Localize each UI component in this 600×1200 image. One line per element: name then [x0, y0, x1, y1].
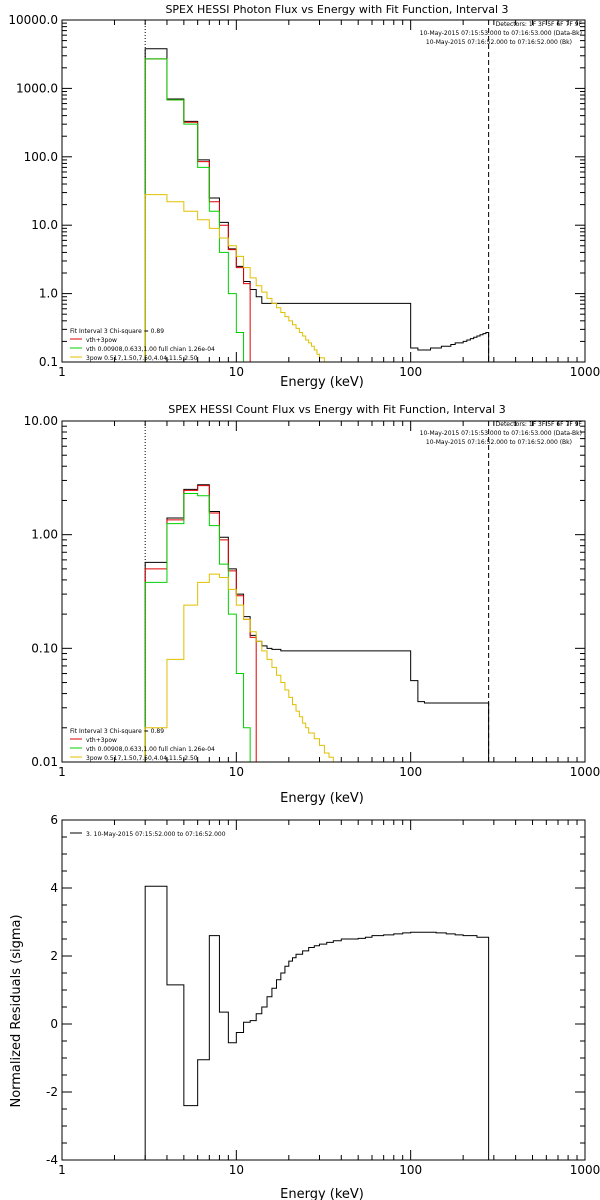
y-tick-label: -2 [46, 1085, 58, 1099]
x-tick-label: 100 [399, 1163, 422, 1177]
plot-area: 1 10 100 1000 0.1 1.0 10.0 100.0 1000.0 10000.0 [8, 13, 600, 379]
x-tick-label: 1 [58, 1163, 66, 1177]
y-tick-label: 10.0 [31, 218, 58, 232]
count-flux-panel: SPEX HESSI Count Flux vs Energy with Fit… [24, 403, 600, 806]
x-tick-label: 10 [229, 1163, 244, 1177]
x-axis-label: Energy (keV) [280, 1187, 364, 1200]
legend-item: 3. 10-May-2015 07:15:52.000 to 07:16:52.… [86, 831, 226, 838]
header-text: Detectors: 1F 3F 5F 6F 7F 9F 10-May-2015… [420, 21, 583, 46]
y-tick-label: -4 [46, 1153, 58, 1167]
series-line [144, 885, 490, 1160]
legend-item: 3pow 0.517,1.50,7.50,4.04,11.5,2.50 [86, 355, 198, 362]
y-tick-label: 1.0 [39, 287, 58, 301]
legend: Fit Interval 3 Chi-square = 0.89 vth+3po… [70, 328, 215, 362]
x-tick-label: 100 [399, 765, 422, 779]
series-line [144, 484, 490, 762]
legend-item: vth 0.00908,0.633,1.00 full chian 1.26e-… [86, 746, 215, 753]
plot-area: 1 10 100 1000 -4 -2 0 2 4 6 [46, 813, 600, 1177]
legend-item: vth+3pow [86, 737, 117, 744]
y-tick-label: 4 [50, 881, 58, 895]
legend-item: vth 0.00908,0.633,1.00 full chian 1.26e-… [86, 346, 215, 353]
header-line: 10-May-2015 07:15:53.000 to 07:16:53.000… [420, 430, 582, 437]
legend-item: vth+3pow [86, 337, 117, 344]
y-tick-label: 0 [50, 1017, 58, 1031]
x-tick-label: 100 [399, 365, 422, 379]
y-tick-label: 1.00 [31, 528, 58, 542]
x-tick-label: 1000 [570, 1163, 600, 1177]
series-line [144, 58, 251, 362]
y-tick-label: 2 [50, 949, 58, 963]
x-tick-label: 1000 [570, 365, 600, 379]
y-tick-label: 0.01 [31, 755, 58, 769]
legend-item: 3pow 0.517,1.50,7.50,4.04,11.5,2.50 [86, 755, 198, 762]
series-line [144, 48, 490, 362]
x-axis-label: Energy (keV) [280, 375, 364, 390]
y-tick-label: 0.1 [39, 355, 58, 369]
header-line: 10-May-2015 07:16:52.000 to 07:16:52.000… [426, 39, 572, 46]
x-tick-label: 10 [229, 765, 244, 779]
y-tick-label: 10000.0 [8, 13, 58, 27]
y-tick-label: 6 [50, 813, 58, 827]
chart-title: SPEX HESSI Photon Flux vs Energy with Fi… [165, 3, 508, 16]
y-tick-label: 100.0 [24, 150, 58, 164]
legend-title: Fit Interval 3 Chi-square = 0.89 [70, 728, 164, 735]
x-axis-label: Energy (keV) [280, 791, 364, 806]
x-tick-label: 1 [58, 765, 66, 779]
x-tick-label: 10 [229, 365, 244, 379]
y-tick-label: 0.10 [31, 641, 58, 655]
photon-flux-panel: SPEX HESSI Photon Flux vs Energy with Fi… [8, 3, 600, 390]
chart-title: SPEX HESSI Count Flux vs Energy with Fit… [168, 403, 505, 416]
plot-area: 1 10 100 1000 0.01 0.10 1.00 10.00 [24, 414, 600, 779]
series-line [144, 58, 251, 363]
y-tick-label: 10.00 [24, 414, 58, 428]
x-tick-label: 1 [58, 365, 66, 379]
header-text: Detectors: 1F 3F 5F 6F 7F 9F 10-May-2015… [420, 421, 583, 446]
axes-frame [61, 19, 586, 363]
series-line [144, 493, 257, 763]
axes-frame [61, 420, 586, 763]
header-line: Detectors: 1F 3F 5F 6F 7F 9F [496, 421, 583, 428]
header-line: 10-May-2015 07:15:53.000 to 07:16:53.000… [420, 30, 582, 37]
header-line: 10-May-2015 07:16:52.000 to 07:16:52.000… [426, 439, 572, 446]
legend-title: Fit Interval 3 Chi-square = 0.89 [70, 328, 164, 335]
series-line [144, 485, 257, 762]
header-line: Detectors: 1F 3F 5F 6F 7F 9F [496, 21, 583, 28]
x-tick-label: 1000 [570, 765, 600, 779]
legend: Fit Interval 3 Chi-square = 0.89 vth+3po… [70, 728, 215, 762]
legend: 3. 10-May-2015 07:15:52.000 to 07:16:52.… [86, 831, 226, 838]
y-tick-label: 1000.0 [16, 81, 58, 95]
series-line [144, 573, 342, 763]
axes-frame [61, 819, 586, 1161]
y-axis-label: Normalized Residuals (sigma) [9, 914, 24, 1107]
series-line [144, 194, 329, 363]
residuals-panel: 1 10 100 1000 -4 -2 0 2 4 6 3. 10-May-2015 07:15:… [9, 813, 600, 1200]
